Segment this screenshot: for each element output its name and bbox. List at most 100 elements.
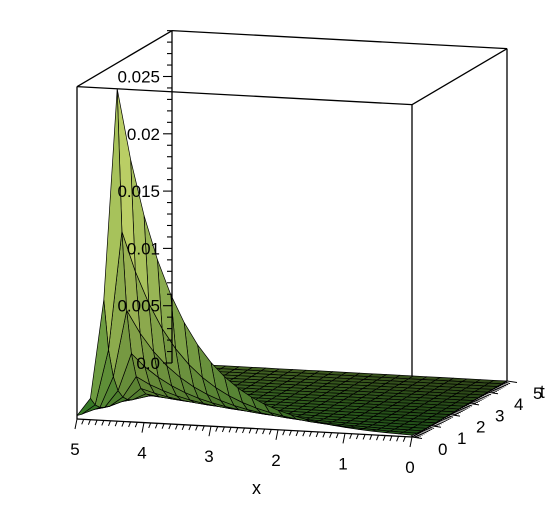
t-tick (478, 397, 484, 400)
t-tick (503, 382, 509, 386)
t-tick (474, 399, 480, 403)
t-tick (427, 427, 433, 431)
t-tick (449, 414, 461, 417)
x-tick (108, 420, 111, 426)
surface-cell (76, 398, 96, 416)
t-tick (495, 387, 501, 390)
x-tick (94, 419, 98, 426)
x-tick (396, 436, 400, 442)
t-tick-label: 4 (514, 395, 523, 414)
x-tick-label: 5 (70, 440, 79, 459)
t-tick (417, 433, 423, 436)
t-tick (506, 380, 518, 383)
t-tick (480, 396, 486, 399)
x-tick (315, 431, 319, 438)
x-tick-label: 2 (271, 451, 280, 470)
x-tick (402, 436, 406, 442)
x-tick (141, 422, 145, 433)
x-tick (282, 429, 286, 436)
t-tick (453, 411, 459, 415)
t-tick (497, 386, 503, 389)
t-tick (440, 419, 446, 423)
x-tick (262, 428, 266, 435)
t-tick (436, 421, 442, 425)
x-tick (335, 432, 339, 439)
x-tick (221, 426, 225, 433)
x-tick (181, 424, 185, 430)
z-tick-label: 0.015 (117, 182, 160, 201)
t-tick (504, 381, 511, 385)
x-tick (74, 418, 78, 430)
x-tick (288, 430, 292, 436)
x-tick (228, 427, 232, 433)
t-tick-label: 3 (495, 406, 504, 425)
x-tick (188, 424, 192, 431)
x-tick (161, 423, 165, 429)
x-tick (148, 422, 152, 429)
z-tick-label: 0.005 (117, 297, 160, 316)
x-tick (389, 435, 393, 442)
x-tick (362, 434, 366, 440)
t-tick (485, 392, 492, 396)
x-tick (255, 428, 259, 434)
t-tick (438, 420, 444, 424)
t-tick (484, 393, 490, 397)
t-tick-label: 0 (438, 440, 447, 459)
x-tick (329, 432, 333, 438)
x-tick (342, 433, 346, 444)
t-tick (466, 404, 473, 407)
t-tick (444, 417, 450, 420)
box-edge (171, 30, 508, 50)
x-tick (154, 423, 158, 429)
x-tick (322, 432, 326, 438)
t-tick (421, 430, 427, 434)
x-tick (369, 434, 373, 441)
t-tick (461, 407, 467, 410)
t-tick (491, 389, 497, 392)
x-tick (309, 431, 312, 437)
x-tick (409, 436, 413, 448)
x-tick (128, 421, 132, 428)
t-tick (430, 425, 442, 428)
x-tick (175, 424, 178, 430)
t-tick (487, 391, 499, 395)
box-edge (76, 86, 413, 106)
t-tick (419, 432, 425, 435)
x-tick (87, 419, 91, 425)
t-tick (447, 415, 454, 418)
x-tick (168, 423, 172, 430)
t-tick (499, 385, 505, 388)
x-tick (382, 435, 386, 441)
z-axis: 0.0 0.005 0.01 0.015 0.02 0.025 (117, 30, 173, 373)
x-tick (275, 429, 279, 440)
box-edge (411, 48, 508, 106)
x-tick (215, 426, 219, 432)
x-tick (242, 427, 245, 434)
t-tick (451, 413, 458, 416)
x-axis-title: x (252, 478, 261, 498)
t-axis-title: t (540, 382, 545, 402)
x-tick (268, 429, 272, 435)
x-tick (201, 425, 205, 432)
t-tick (415, 434, 421, 437)
t-tick-label: 1 (457, 429, 466, 448)
x-tick-label: 4 (137, 444, 146, 463)
x-tick (134, 422, 138, 428)
x-tick (235, 427, 239, 433)
x-tick (114, 420, 118, 427)
t-tick (472, 400, 478, 404)
t-tick (432, 424, 439, 427)
box-edge (76, 30, 173, 88)
t-tick (428, 426, 435, 429)
t-tick (425, 428, 431, 432)
t-tick (423, 429, 429, 433)
t-tick (459, 408, 465, 411)
x-tick (349, 433, 353, 439)
t-tick (442, 418, 448, 422)
z-tick-label: 0.02 (127, 125, 160, 144)
t-tick-label: 2 (476, 418, 485, 437)
x-tick (208, 426, 212, 437)
x-tick (81, 419, 85, 425)
